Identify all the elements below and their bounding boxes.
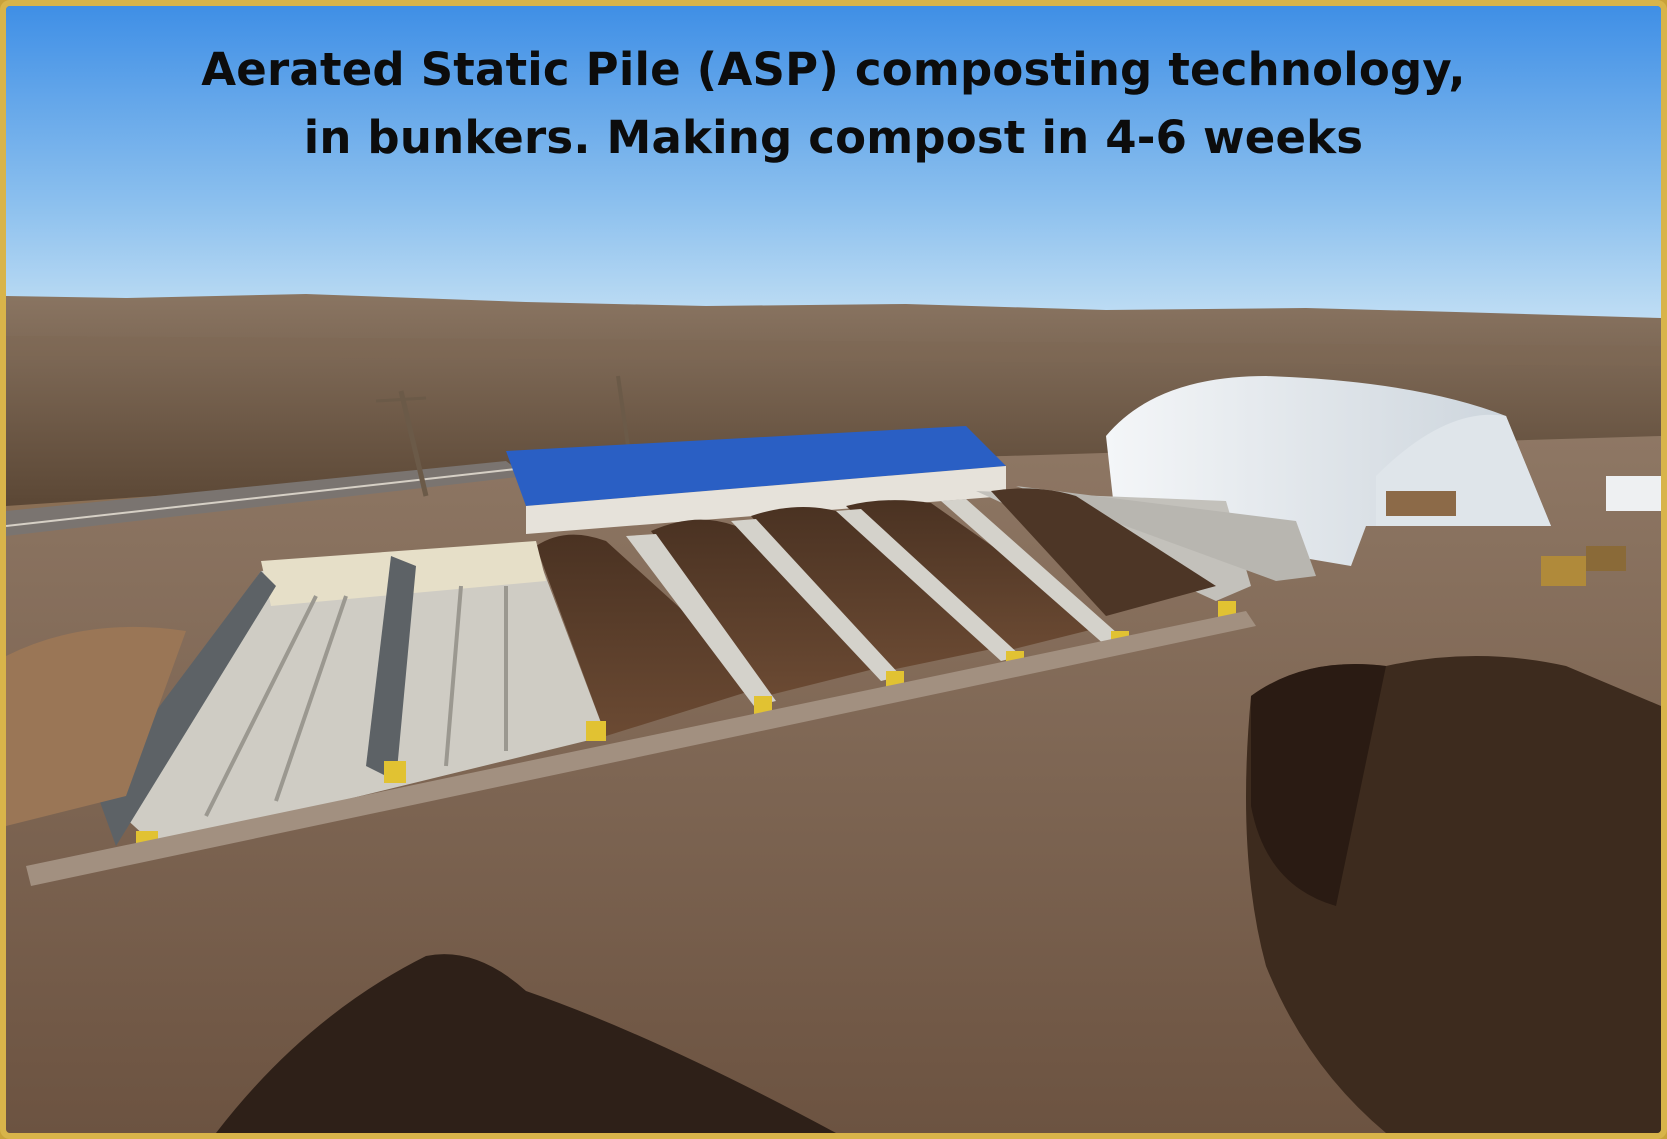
- sky: [6, 6, 1661, 336]
- compost-pile: [991, 488, 1216, 616]
- photo-caption: Aerated Static Pile (ASP) composting tec…: [6, 36, 1661, 172]
- compost-heap-foreground: [216, 954, 836, 1133]
- compost-pile: [751, 507, 1006, 671]
- caption-line-2: in bunkers. Making compost in 4-6 weeks: [303, 111, 1364, 164]
- bunker-wall: [626, 534, 776, 706]
- compost-pile: [846, 500, 1106, 651]
- caption-line-1: Aerated Static Pile (ASP) composting tec…: [201, 43, 1466, 96]
- bunker-wall: [731, 519, 901, 681]
- bunker-wall: [941, 499, 1126, 646]
- compost-pile: [651, 519, 886, 696]
- blue-roof: [506, 426, 1006, 506]
- bunker-wall: [836, 509, 1021, 661]
- bunker-wall: [366, 556, 416, 781]
- compost-pile: [536, 534, 766, 736]
- composting-facility-photo: [6, 6, 1661, 1133]
- bunker-wall: [96, 571, 276, 846]
